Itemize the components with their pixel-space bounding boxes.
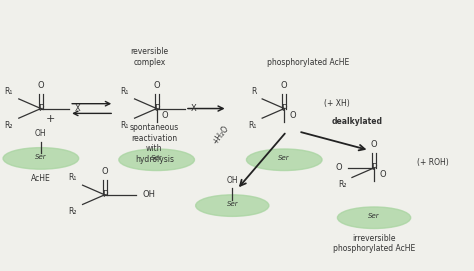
Text: O: O — [379, 170, 386, 179]
Text: AcHE: AcHE — [31, 174, 51, 183]
Text: R₁: R₁ — [120, 121, 129, 130]
Text: P: P — [38, 104, 44, 113]
Ellipse shape — [196, 195, 269, 216]
Text: irreversible
phosphorylated AcHE: irreversible phosphorylated AcHE — [333, 234, 415, 253]
Text: O: O — [154, 81, 160, 90]
Text: O: O — [336, 163, 342, 172]
Text: Ser: Ser — [368, 213, 380, 220]
Text: OH: OH — [35, 129, 46, 138]
Text: R₁: R₁ — [120, 87, 129, 96]
Text: P: P — [371, 163, 377, 172]
Text: reversible
complex: reversible complex — [130, 47, 169, 67]
Text: phosphorylated AcHE: phosphorylated AcHE — [267, 58, 349, 67]
Text: R₂: R₂ — [338, 180, 346, 189]
Text: P: P — [102, 190, 107, 199]
Text: OH: OH — [143, 190, 156, 199]
Text: +H₂O: +H₂O — [210, 124, 230, 147]
Ellipse shape — [337, 207, 410, 228]
Text: Ser: Ser — [227, 201, 238, 207]
Text: O: O — [37, 81, 44, 90]
Text: R₂: R₂ — [68, 207, 77, 216]
Text: X: X — [191, 104, 197, 113]
Text: P: P — [282, 104, 287, 113]
Ellipse shape — [3, 148, 79, 169]
Text: P: P — [154, 104, 159, 113]
Text: OH: OH — [227, 176, 238, 185]
Text: spontaneous
reactivation
with
hydrolysis: spontaneous reactivation with hydrolysis — [130, 124, 179, 164]
Text: O: O — [101, 167, 108, 176]
Text: O: O — [290, 111, 296, 120]
Text: dealkylated: dealkylated — [332, 117, 383, 126]
Text: R₁: R₁ — [69, 173, 77, 182]
Text: O: O — [371, 140, 377, 149]
Text: Ser: Ser — [151, 155, 163, 162]
Ellipse shape — [246, 149, 322, 170]
Text: +: + — [46, 114, 55, 124]
Text: R₁: R₁ — [248, 121, 256, 130]
Text: R₂: R₂ — [5, 121, 13, 130]
Text: R₁: R₁ — [5, 87, 13, 96]
Text: O: O — [162, 111, 168, 120]
Text: O: O — [281, 81, 288, 90]
Ellipse shape — [119, 149, 194, 170]
Text: Ser: Ser — [278, 155, 290, 162]
Text: X: X — [75, 104, 81, 113]
Text: (+ XH): (+ XH) — [324, 99, 350, 108]
Text: Ser: Ser — [35, 154, 46, 160]
Text: R: R — [251, 87, 256, 96]
Text: (+ ROH): (+ ROH) — [417, 158, 448, 167]
